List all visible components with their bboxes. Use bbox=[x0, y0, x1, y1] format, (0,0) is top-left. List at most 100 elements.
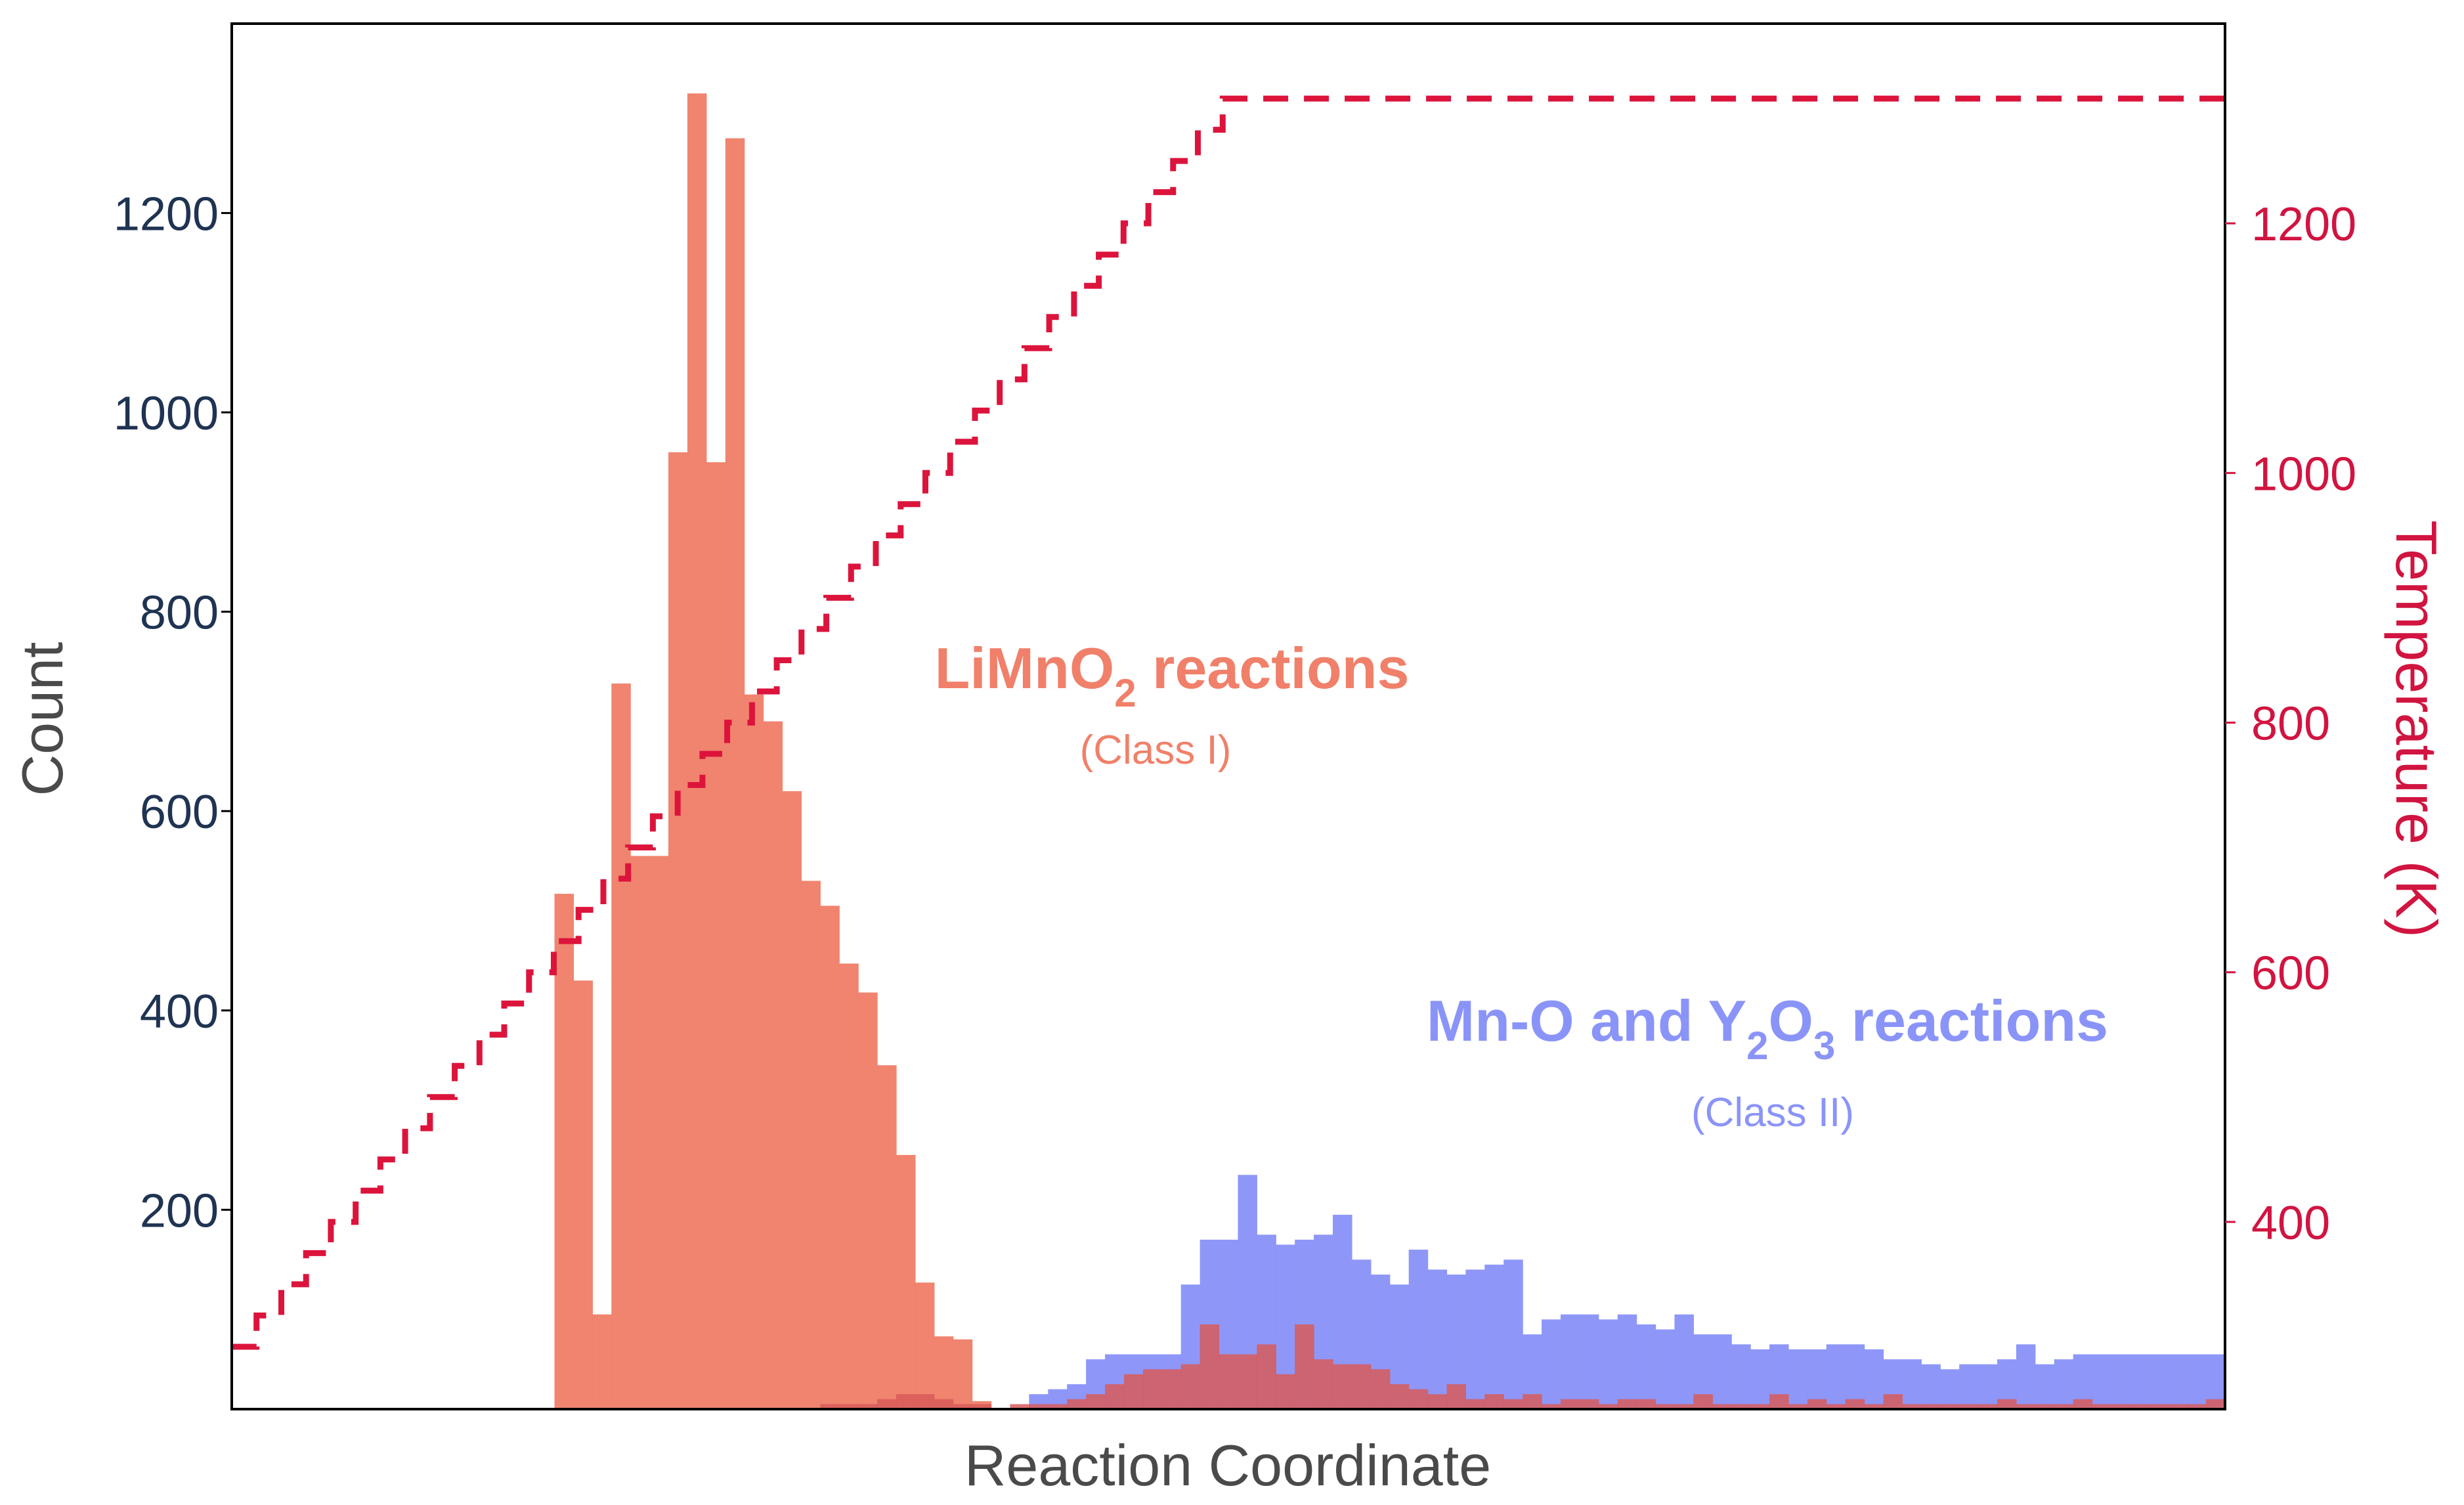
right-tick-label-400: 400 bbox=[2251, 1197, 2330, 1250]
bar-series1-bin-92 bbox=[1978, 1364, 1998, 1409]
bar-series1-bin-88 bbox=[1902, 1359, 1922, 1409]
bar-series0-bin-19 bbox=[592, 1314, 612, 1409]
temperature-line bbox=[232, 95, 2225, 1350]
bar-series1-bin-65 bbox=[1465, 1269, 1485, 1409]
bar-series2-bin-56 bbox=[1295, 1324, 1314, 1409]
bar-series1-bin-73 bbox=[1617, 1314, 1637, 1409]
left-tick-label-800: 800 bbox=[140, 587, 219, 640]
bar-series0-bin-30 bbox=[801, 881, 821, 1409]
bar-series1-bin-75 bbox=[1655, 1329, 1675, 1409]
bar-series1-bin-102 bbox=[2168, 1354, 2188, 1409]
bar-series1-bin-66 bbox=[1484, 1264, 1504, 1409]
bar-series2-bin-98 bbox=[2092, 1404, 2112, 1409]
bar-series0-bin-38 bbox=[953, 1339, 973, 1409]
bar-series0-bin-17 bbox=[554, 894, 574, 1409]
bar-series2-bin-61 bbox=[1389, 1384, 1410, 1409]
bar-series2-bin-87 bbox=[1883, 1394, 1903, 1409]
class2-annotation: Mn-O and Y2O3 reactions bbox=[1427, 988, 2108, 1068]
bar-series2-bin-102 bbox=[2168, 1404, 2188, 1409]
bar-series0-bin-37 bbox=[934, 1336, 954, 1409]
bar-series2-bin-46 bbox=[1105, 1384, 1125, 1409]
bar-series1-bin-62 bbox=[1408, 1250, 1429, 1409]
bar-series2-bin-44 bbox=[1067, 1399, 1087, 1409]
bar-series2-bin-74 bbox=[1636, 1399, 1656, 1409]
right-tick-label-1000: 1000 bbox=[2251, 448, 2356, 500]
bar-series2-bin-33 bbox=[858, 1404, 878, 1409]
bar-series2-bin-91 bbox=[1959, 1404, 1979, 1409]
bar-series2-bin-66 bbox=[1484, 1394, 1504, 1409]
right-tick-label-1200: 1200 bbox=[2251, 198, 2356, 251]
bar-series2-bin-54 bbox=[1257, 1344, 1276, 1409]
class1-main-text: LiMnO bbox=[935, 636, 1115, 701]
bar-series0-bin-31 bbox=[820, 905, 840, 1409]
bar-series1-bin-100 bbox=[2130, 1354, 2150, 1409]
bar-series1-bin-91 bbox=[1959, 1364, 1979, 1409]
bar-series2-bin-59 bbox=[1351, 1364, 1372, 1409]
bar-series2-bin-85 bbox=[1845, 1399, 1865, 1409]
bar-series1-bin-72 bbox=[1598, 1319, 1618, 1409]
class1-annotation: LiMnO2 reactions bbox=[935, 636, 1410, 715]
bar-series1-bin-69 bbox=[1542, 1319, 1561, 1409]
bar-series2-bin-89 bbox=[1921, 1404, 1941, 1409]
class1-rest-text: reactions bbox=[1136, 636, 1410, 701]
bar-series0-bin-26 bbox=[725, 138, 745, 1409]
bar-series2-bin-88 bbox=[1902, 1404, 1922, 1409]
bar-series1-bin-74 bbox=[1636, 1324, 1656, 1409]
bar-series2-bin-45 bbox=[1086, 1394, 1106, 1409]
bar-series2-bin-73 bbox=[1617, 1399, 1637, 1409]
bar-series2-bin-92 bbox=[1978, 1404, 1998, 1409]
bar-series1-bin-84 bbox=[1826, 1344, 1846, 1409]
bar-series2-bin-62 bbox=[1408, 1389, 1429, 1409]
right-tick-label-800: 800 bbox=[2251, 698, 2330, 751]
bar-series2-bin-55 bbox=[1276, 1374, 1295, 1409]
class2-note: (Class II) bbox=[1691, 1090, 1854, 1135]
temperature-line-layer bbox=[232, 95, 2225, 1350]
bar-series1-bin-95 bbox=[2035, 1364, 2055, 1409]
bar-series2-bin-35 bbox=[896, 1394, 916, 1409]
bar-series1-bin-67 bbox=[1503, 1259, 1523, 1409]
bar-series2-bin-47 bbox=[1123, 1374, 1144, 1409]
bar-series0-bin-28 bbox=[763, 721, 783, 1409]
right-tick-label-600: 600 bbox=[2251, 948, 2330, 1000]
y2-axis-label: Temperature (K) bbox=[2384, 520, 2449, 938]
bar-series2-bin-84 bbox=[1826, 1404, 1846, 1409]
bar-series0-bin-33 bbox=[858, 992, 878, 1409]
bar-series2-bin-100 bbox=[2130, 1404, 2150, 1409]
bar-series2-bin-78 bbox=[1712, 1404, 1732, 1409]
y-axis-label: Count bbox=[10, 642, 75, 796]
class1-note: (Class I) bbox=[1080, 728, 1232, 773]
bar-series2-bin-71 bbox=[1579, 1399, 1599, 1409]
bar-series2-bin-70 bbox=[1561, 1399, 1580, 1409]
bar-series1-bin-99 bbox=[2111, 1354, 2131, 1409]
bar-series1-bin-101 bbox=[2149, 1354, 2169, 1409]
bar-series2-bin-60 bbox=[1370, 1369, 1391, 1409]
bar-series1-bin-103 bbox=[2187, 1354, 2207, 1409]
bar-series2-bin-43 bbox=[1048, 1404, 1068, 1409]
bar-series1-bin-63 bbox=[1427, 1269, 1448, 1409]
bar-series2-bin-94 bbox=[2016, 1404, 2036, 1409]
x-axis-label: Reaction Coordinate bbox=[964, 1433, 1491, 1498]
bar-series0-bin-18 bbox=[573, 980, 593, 1409]
bar-series0-bin-29 bbox=[782, 791, 802, 1409]
bar-series2-bin-104 bbox=[2206, 1399, 2226, 1409]
right-axis-ticks: 400 600 800 1000 1200 bbox=[2225, 198, 2356, 1250]
bar-series1-bin-94 bbox=[2016, 1344, 2036, 1409]
bar-series2-bin-96 bbox=[2054, 1404, 2074, 1409]
bar-series0-bin-36 bbox=[915, 1282, 935, 1409]
bar-series2-bin-79 bbox=[1731, 1404, 1751, 1409]
bar-series2-bin-38 bbox=[953, 1404, 973, 1409]
bar-series2-bin-75 bbox=[1655, 1404, 1675, 1409]
bar-series0-bin-25 bbox=[706, 462, 726, 1410]
bar-series2-bin-83 bbox=[1807, 1399, 1827, 1409]
bar-series2-bin-99 bbox=[2111, 1404, 2131, 1409]
bar-series1-bin-89 bbox=[1921, 1364, 1941, 1409]
bar-series0-bin-20 bbox=[611, 683, 631, 1409]
bar-series1-bin-78 bbox=[1712, 1334, 1732, 1409]
bar-series1-bin-76 bbox=[1674, 1314, 1694, 1409]
bar-series2-bin-77 bbox=[1693, 1394, 1713, 1409]
bar-series1-bin-96 bbox=[2054, 1359, 2074, 1409]
bar-series2-bin-49 bbox=[1161, 1369, 1182, 1409]
bar-series2-bin-42 bbox=[1029, 1404, 1048, 1409]
bar-series2-bin-80 bbox=[1750, 1404, 1770, 1409]
